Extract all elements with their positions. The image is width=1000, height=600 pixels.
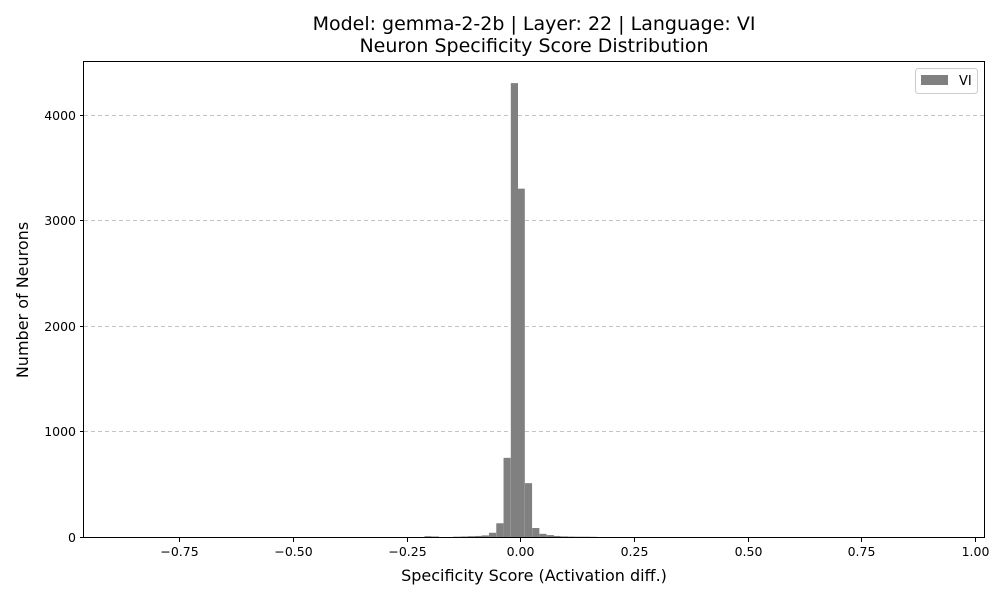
histogram-bar: [553, 535, 561, 537]
histogram-bar: [467, 536, 475, 537]
histogram-bar: [546, 535, 554, 537]
x-tick-label: 0.25: [621, 544, 649, 559]
x-tick-label: 0.00: [507, 544, 535, 559]
y-axis-label: Number of Neurons: [13, 222, 32, 378]
histogram-bar: [424, 536, 432, 537]
chart-title-line1: Model: gemma-2-2b | Layer: 22 | Language…: [313, 13, 756, 35]
x-tick-label: 0.75: [848, 544, 876, 559]
y-tick-label: 1000: [44, 424, 76, 439]
histogram-bar: [489, 532, 497, 537]
histogram-bar: [524, 483, 533, 537]
x-tick-label: −0.25: [388, 544, 426, 559]
histogram-bar: [481, 535, 489, 537]
histogram-bar: [474, 535, 483, 537]
x-axis-label: Specificity Score (Activation diff.): [401, 566, 667, 585]
y-axis-ticks: 0 1000 2000 3000 4000: [44, 108, 84, 545]
x-tick-label: 0.50: [735, 544, 763, 559]
histogram-bar: [560, 536, 568, 537]
x-axis-ticks: −0.75 −0.50 −0.25 0.00 0.25 0.50 0.75 1.00: [160, 538, 989, 559]
histogram-bar: [539, 533, 547, 537]
histogram-bar: [496, 523, 504, 537]
x-tick-label: −0.50: [274, 544, 312, 559]
histogram-bars: [424, 83, 597, 537]
chart-title-line2: Neuron Specificity Score Distribution: [359, 35, 708, 57]
histogram-bar: [532, 528, 540, 537]
x-tick-label: 1.00: [962, 544, 990, 559]
y-gridlines: [84, 115, 984, 432]
y-tick-label: 0: [68, 530, 76, 545]
histogram-bar: [431, 536, 439, 537]
legend: VI: [915, 68, 978, 94]
y-tick-label: 2000: [44, 319, 76, 334]
histogram-bar: [503, 457, 511, 537]
histogram-bar: [510, 83, 518, 537]
y-tick-label: 3000: [44, 213, 76, 228]
plot-frame: [83, 61, 985, 538]
y-tick-label: 4000: [44, 108, 76, 123]
x-tick-label: −0.75: [160, 544, 198, 559]
histogram-bar: [460, 536, 468, 537]
legend-label-vi: VI: [959, 74, 972, 89]
histogram-bar: [517, 188, 525, 537]
legend-swatch-vi: [921, 75, 948, 85]
